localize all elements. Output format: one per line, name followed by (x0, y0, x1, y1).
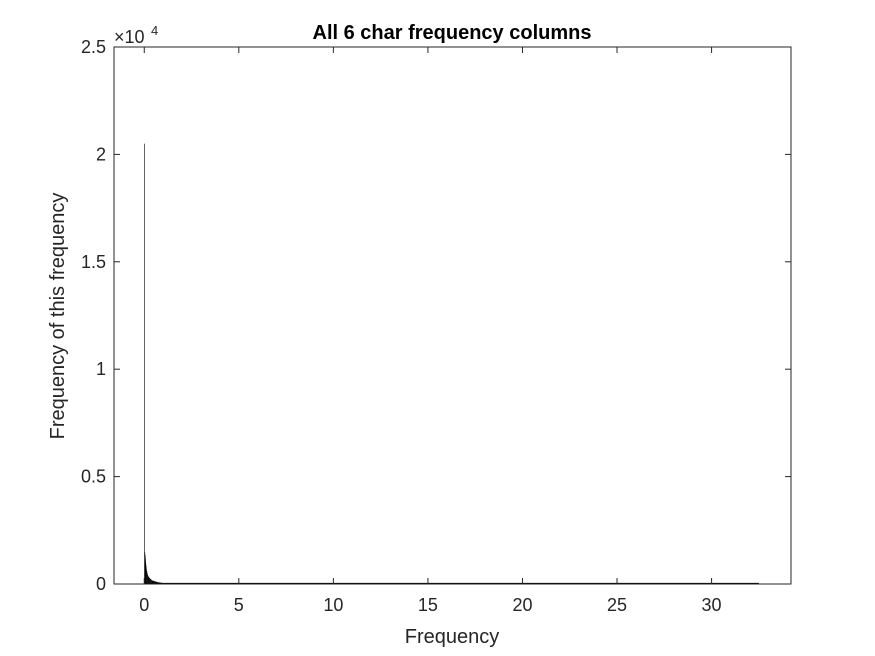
histogram-bar (146, 568, 147, 584)
x-tick-label: 30 (702, 595, 722, 615)
plot-area (114, 47, 791, 584)
histogram-bar (149, 578, 151, 584)
x-axis-label: Frequency (405, 626, 500, 648)
histogram-bar (146, 571, 148, 584)
y-tick-label: 2 (96, 144, 106, 164)
axis-ticks: 0 5 10 15 20 25 30 0 0.5 1 1.5 2 2.5 (81, 37, 791, 615)
x-tick-label: 15 (418, 595, 438, 615)
x-tick-label: 0 (139, 595, 149, 615)
x-tick-label: 10 (323, 595, 343, 615)
histogram-bar (147, 573, 148, 584)
histogram-bar (144, 143, 145, 584)
axes-box (113, 46, 792, 585)
y-tick-label: 2.5 (81, 37, 106, 57)
y-exponent-base: ×10 (114, 27, 145, 47)
y-axis-label: Frequency of this frequency (47, 193, 69, 440)
x-tick-label: 25 (607, 595, 627, 615)
y-tick-label: 0.5 (81, 467, 106, 487)
y-tick-label: 1.5 (81, 252, 106, 272)
y-tick-label: 1 (96, 359, 106, 379)
x-tick-label: 20 (512, 595, 532, 615)
x-tick-label: 5 (234, 595, 244, 615)
histogram-bar (151, 580, 154, 584)
histogram-bar (153, 581, 156, 584)
histogram-bar (150, 579, 152, 584)
histogram-bar (148, 576, 149, 584)
histogram-bar (148, 577, 150, 584)
chart-title: All 6 char frequency columns (313, 22, 592, 44)
y-tick-label: 0 (96, 574, 106, 594)
histogram-bar (147, 574, 149, 584)
y-exponent-power: 4 (151, 23, 158, 38)
